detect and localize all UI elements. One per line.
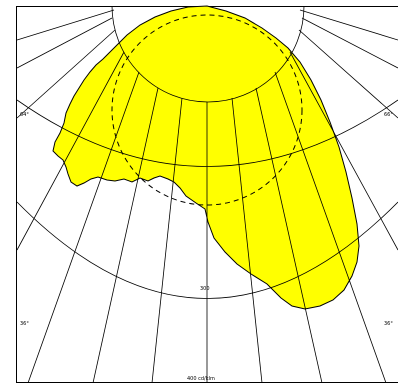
unit-label: 400 cd/klm [187, 376, 215, 382]
angle-label: 36° [20, 321, 29, 327]
angle-label: 36° [384, 321, 393, 327]
angle-label: 64° [20, 112, 29, 118]
ring-value-label: 300 [200, 286, 210, 292]
angle-label: 66° [384, 112, 393, 118]
